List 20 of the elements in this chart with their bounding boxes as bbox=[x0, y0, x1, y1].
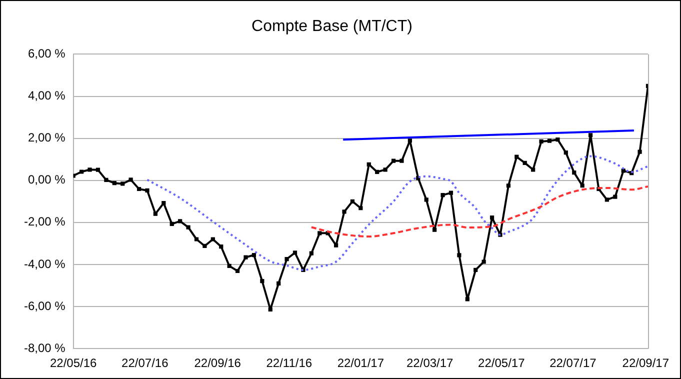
y-tick-label: -2,00 % bbox=[24, 214, 66, 229]
x-tick-label: 22/09/16 bbox=[194, 356, 242, 370]
x-tick-label: 22/05/16 bbox=[50, 356, 98, 370]
x-tick-label: 22/07/17 bbox=[550, 356, 597, 370]
x-tick-label: 22/11/16 bbox=[266, 356, 312, 370]
x-tick-label: 22/03/17 bbox=[406, 356, 454, 370]
line-series bbox=[146, 155, 648, 271]
chart-title: Compte Base (MT/CT) bbox=[252, 18, 412, 36]
y-tick-label: -4,00 % bbox=[24, 256, 66, 271]
x-tick-label: 22/07/16 bbox=[122, 356, 169, 370]
x-tick-label: 22/09/17 bbox=[622, 356, 670, 370]
y-tick-label: 0,00 % bbox=[28, 172, 66, 187]
x-tick-label: 22/01/17 bbox=[337, 356, 384, 370]
y-tick-label: -6,00 % bbox=[24, 298, 66, 313]
y-tick-label: -8,00 % bbox=[24, 340, 66, 355]
y-tick-label: 4,00 % bbox=[28, 88, 66, 103]
line-series bbox=[310, 185, 648, 238]
y-tick-label: 2,00 % bbox=[28, 130, 66, 145]
y-tick-label: 6,00 % bbox=[28, 46, 66, 61]
x-tick-label: 22/05/17 bbox=[478, 356, 526, 370]
